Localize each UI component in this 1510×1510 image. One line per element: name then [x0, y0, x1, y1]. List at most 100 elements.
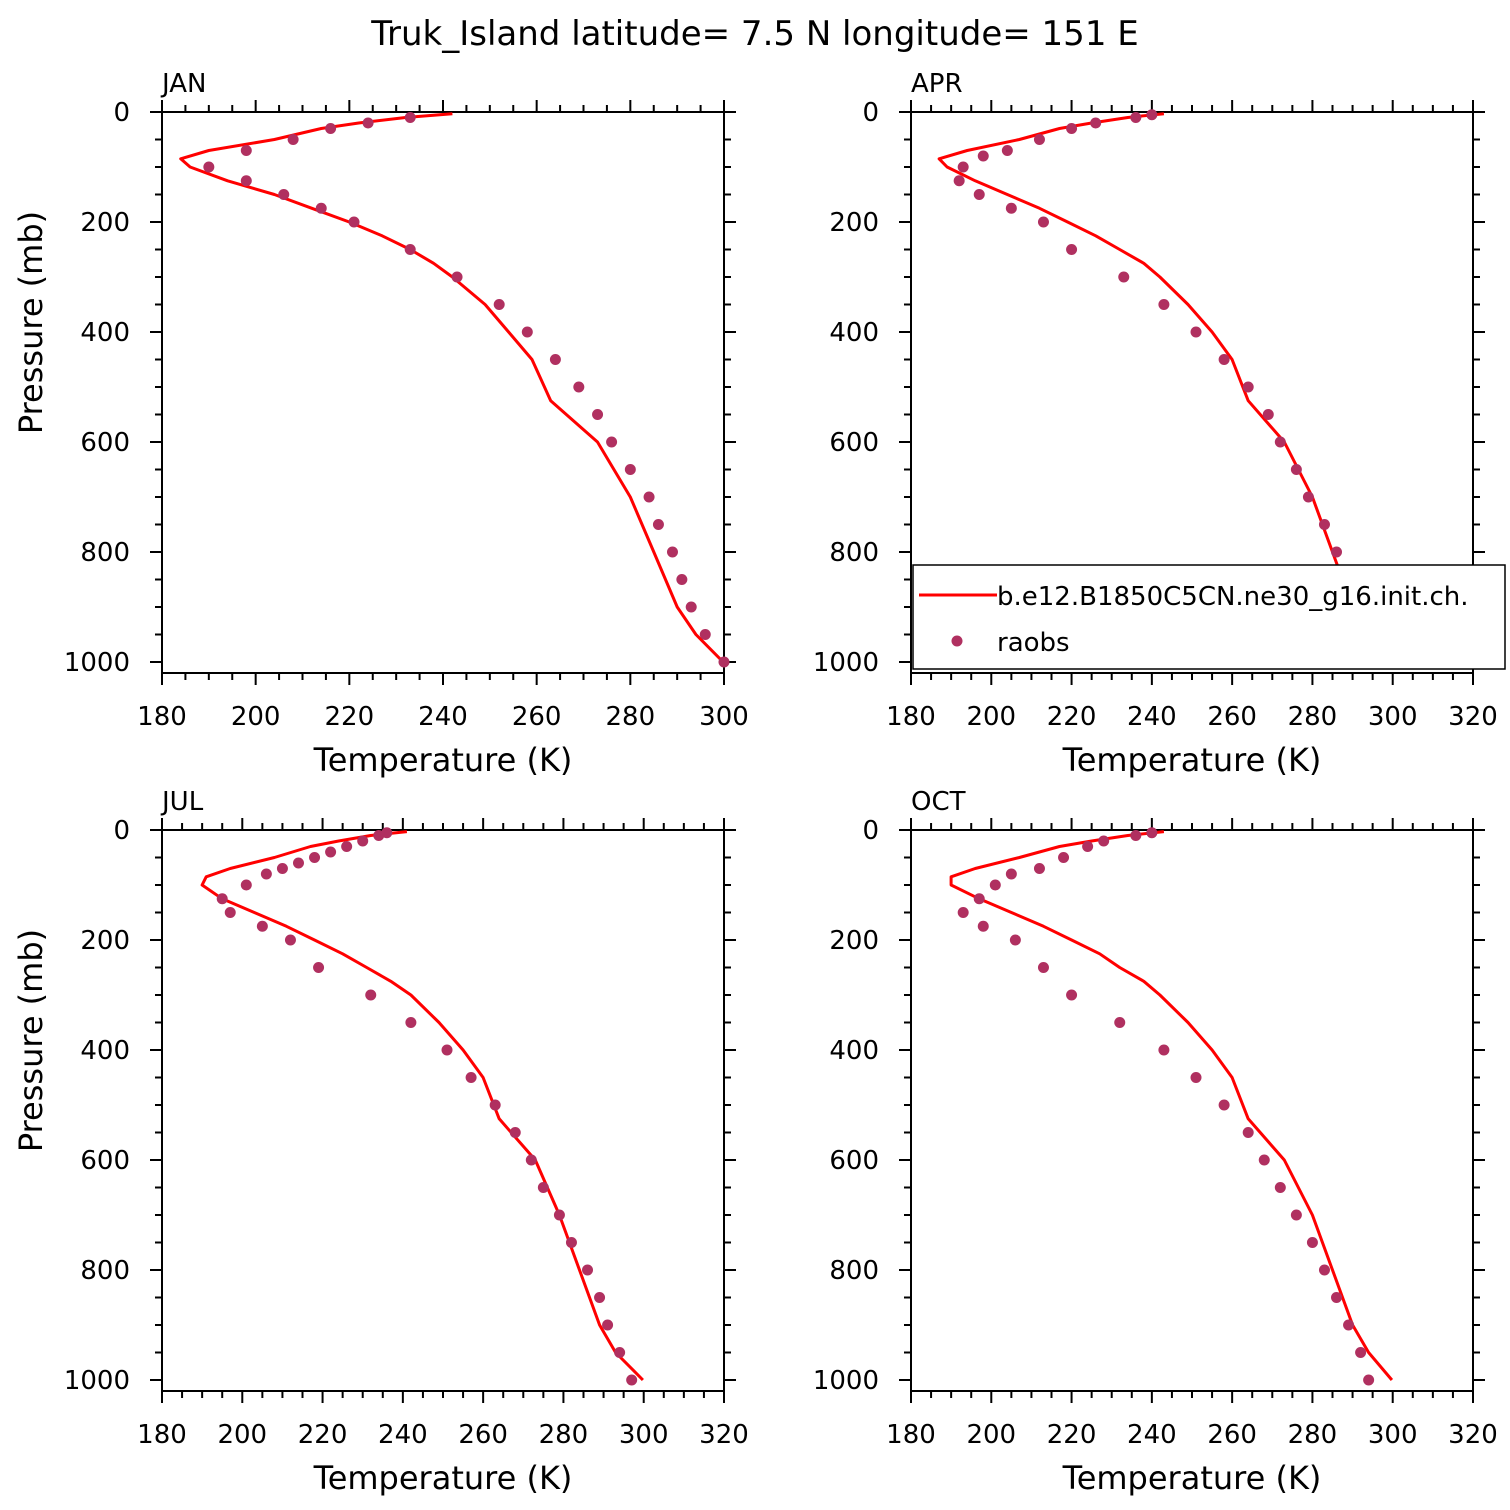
obs-point	[1306, 1237, 1318, 1248]
y-tick-label: 600	[80, 1146, 130, 1176]
x-tick-label: 320	[1448, 1420, 1498, 1450]
obs-point	[1001, 145, 1013, 156]
obs-point	[594, 1292, 606, 1303]
obs-point	[451, 271, 463, 283]
x-tick-label: 240	[418, 702, 468, 732]
obs-point	[1114, 1017, 1126, 1028]
plot-frame	[910, 829, 1474, 1392]
x-tick-label: 260	[458, 1420, 508, 1450]
obs-point	[404, 112, 416, 123]
obs-point	[287, 134, 299, 145]
obs-point	[973, 893, 985, 905]
obs-point	[1190, 326, 1202, 338]
x-tick-label: 240	[1127, 702, 1177, 732]
legend: b.e12.B1850C5CN.ne30_g16.init.ch.raobs	[912, 564, 1506, 670]
x-tick-label: 260	[512, 702, 562, 732]
y-tick-label: 800	[80, 1256, 130, 1286]
obs-point	[1290, 464, 1302, 475]
x-tick-label: 220	[1047, 1420, 1097, 1450]
obs-point	[685, 601, 697, 613]
obs-point	[1302, 491, 1314, 503]
obs-point	[1363, 1374, 1375, 1386]
obs-point	[203, 161, 215, 173]
x-tick-label: 320	[1448, 702, 1498, 732]
obs-point	[525, 1154, 537, 1166]
y-axis-label: Pressure (mb)	[12, 929, 50, 1152]
obs-point	[718, 656, 730, 668]
x-axis-label: Temperature (K)	[313, 1459, 573, 1497]
obs-point	[256, 920, 268, 932]
obs-point	[592, 409, 604, 420]
obs-point	[1098, 835, 1110, 847]
obs-point	[553, 1209, 565, 1221]
legend-box	[912, 564, 1506, 670]
obs-point	[1318, 519, 1330, 530]
obs-point	[1033, 134, 1045, 145]
x-tick-label: 220	[325, 702, 375, 732]
obs-point	[493, 299, 505, 310]
obs-point	[1218, 354, 1230, 365]
obs-point	[489, 1099, 501, 1111]
y-tick-label: 200	[829, 208, 879, 238]
y-tick-label: 0	[862, 816, 879, 846]
obs-point	[1190, 1072, 1202, 1083]
obs-point	[1355, 1347, 1367, 1358]
y-tick-label: 600	[80, 428, 130, 458]
obs-point	[1009, 934, 1021, 946]
model-series-line	[200, 830, 644, 1382]
obs-point	[309, 852, 321, 863]
obs-point	[699, 629, 711, 640]
x-tick-label: 280	[606, 702, 656, 732]
y-tick-label: 400	[80, 318, 130, 348]
obs-point	[240, 879, 252, 891]
model-series-line	[949, 830, 1394, 1381]
obs-point	[1058, 852, 1070, 863]
x-tick-label: 220	[1047, 702, 1097, 732]
y-tick-label: 0	[862, 98, 879, 128]
obs-point	[1331, 1292, 1343, 1303]
obs-point	[240, 175, 252, 187]
y-tick-label: 1000	[64, 1366, 130, 1396]
model-series-line	[179, 112, 724, 664]
obs-point	[565, 1237, 577, 1248]
x-tick-label: 180	[137, 702, 187, 732]
obs-point	[1130, 112, 1142, 123]
obs-point	[676, 574, 688, 585]
obs-point	[1005, 868, 1017, 880]
obs-point	[549, 354, 561, 365]
obs-point	[240, 145, 252, 156]
obs-point	[1118, 271, 1130, 283]
panel-label: JAN	[160, 69, 206, 99]
obs-point	[1037, 962, 1049, 973]
obs-point	[1258, 1154, 1270, 1166]
obs-point	[373, 830, 385, 841]
obs-point	[953, 175, 965, 187]
obs-point	[1242, 1127, 1254, 1138]
panel-jan: 180 200 220 240 260 280 300 0 200 400 600 800 1000 JA…	[12, 69, 749, 779]
y-tick-label: 200	[80, 926, 130, 956]
obs-point	[1037, 216, 1049, 228]
obs-point	[573, 381, 585, 393]
obs-point	[216, 893, 228, 905]
model-series-line	[937, 112, 1392, 663]
obs-point	[260, 868, 272, 880]
obs-point	[1090, 117, 1102, 129]
obs-point	[1242, 381, 1254, 393]
x-tick-label: 200	[966, 1420, 1016, 1450]
x-tick-label: 180	[137, 1420, 187, 1450]
obs-point	[666, 546, 678, 558]
obs-point	[1331, 546, 1343, 558]
y-axis-label: Pressure (mb)	[12, 211, 50, 434]
obs-point	[404, 244, 416, 255]
obs-point	[292, 857, 304, 869]
y-tick-label: 1000	[813, 1366, 879, 1396]
plot-frame	[161, 111, 725, 674]
x-tick-label: 280	[1288, 702, 1338, 732]
x-tick-label: 320	[699, 1420, 749, 1450]
obs-point	[989, 879, 1001, 891]
obs-point	[614, 1347, 626, 1358]
x-tick-label: 280	[539, 1420, 589, 1450]
obs-point	[1005, 202, 1017, 214]
x-tick-label: 300	[1368, 1420, 1418, 1450]
obs-point	[465, 1072, 477, 1083]
